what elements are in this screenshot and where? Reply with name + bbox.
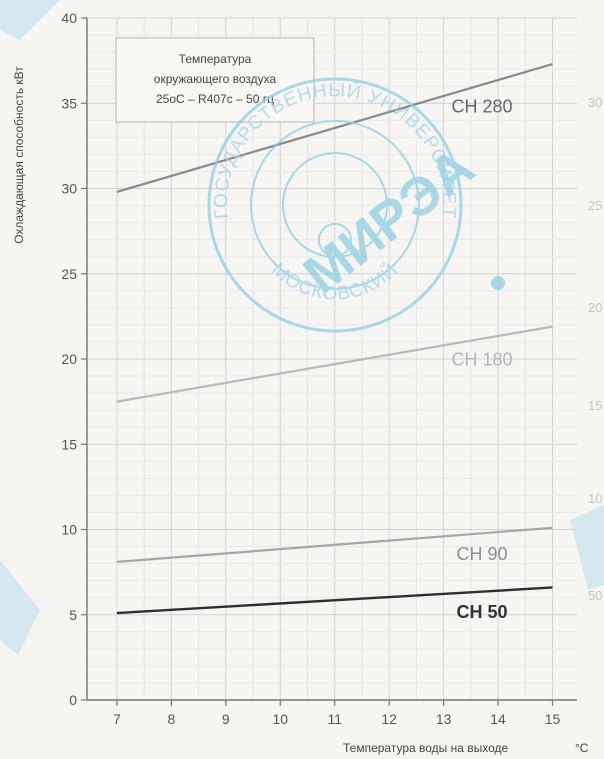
y-tick-label: 15 [61, 436, 77, 452]
y-tick-label: 30 [61, 181, 77, 197]
legend-line-3: 25оС – R407c – 50 гц [156, 92, 274, 106]
y-tick-label: 10 [61, 522, 77, 538]
series-group: CH 280 CH 180 CH 90 CH 50 [116, 62, 553, 622]
right-tick-label: 25 [588, 198, 602, 213]
x-tick-label: 15 [545, 711, 561, 727]
series-label: CH 90 [456, 544, 507, 564]
watermark-marks [0, 0, 604, 655]
legend-box: Температура окружающего воздуха 25оС – R… [115, 37, 315, 123]
axes: 0 5 10 15 20 25 30 35 40 7 8 9 10 11 12 13 14 15 30 25 20 15 1… [61, 10, 602, 727]
y-tick-label: 5 [69, 607, 77, 623]
y-tick-label: 35 [61, 95, 77, 111]
x-tick-label: 12 [381, 711, 397, 727]
right-tick-label: 50 [588, 588, 602, 603]
right-tick-label: 20 [588, 300, 602, 315]
series-label: CH 280 [451, 96, 512, 116]
grid [87, 17, 577, 701]
y-tick-label: 25 [61, 266, 77, 282]
right-tick-label: 10 [588, 491, 602, 506]
legend-line-2: окружающего воздуха [154, 72, 277, 86]
y-tick-label: 40 [61, 10, 77, 26]
y-tick-label: 20 [61, 351, 77, 367]
series-line [116, 62, 553, 193]
x-tick-label: 14 [490, 711, 506, 727]
right-tick-label: 15 [588, 398, 602, 413]
series-line [116, 526, 553, 563]
x-axis-title: Температура воды на выходе [343, 741, 509, 755]
x-axis-unit: °C [575, 741, 589, 755]
x-tick-label: 7 [113, 711, 121, 727]
y-tick-label: 0 [69, 692, 77, 708]
series-label: CH 180 [451, 350, 512, 370]
legend-line-1: Температура [179, 52, 252, 66]
x-tick-label: 11 [327, 711, 342, 727]
x-tick-label: 10 [272, 711, 288, 727]
right-tick-label: 30 [588, 95, 602, 110]
x-tick-label: 9 [222, 711, 230, 727]
series-line [116, 586, 553, 615]
x-tick-label: 13 [436, 711, 452, 727]
y-axis-title: Охлаждающая способность кВт [12, 66, 26, 244]
x-tick-label: 8 [167, 711, 175, 727]
series-line [116, 325, 553, 403]
series-label: CH 50 [456, 602, 507, 622]
